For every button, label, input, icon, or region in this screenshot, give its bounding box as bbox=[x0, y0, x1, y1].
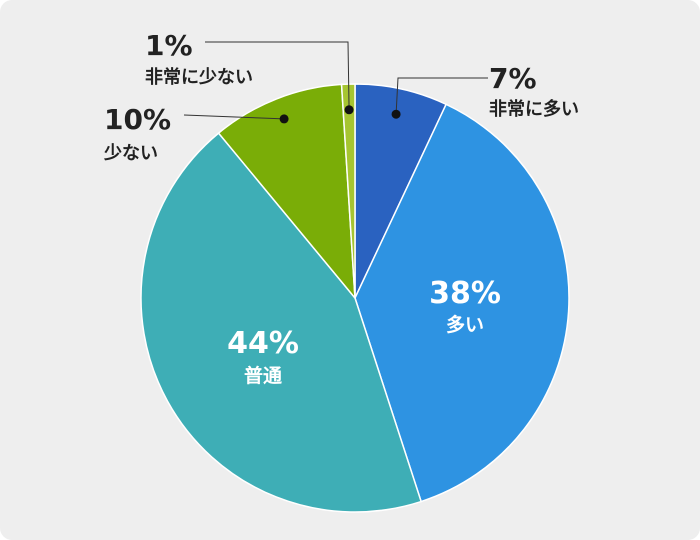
very-few-leader-line bbox=[205, 41, 350, 110]
slice-label-category-many: 多い bbox=[446, 313, 484, 336]
slice-label-category-very-many: 非常に多い bbox=[489, 98, 579, 120]
slice-label-category-normal: 普通 bbox=[244, 364, 283, 387]
slice-label-value-normal: 44% bbox=[227, 326, 299, 361]
very-many-leader-line bbox=[395, 77, 488, 115]
slice-label-value-very-few: 1% bbox=[145, 29, 193, 62]
pie-slice-normal bbox=[140, 132, 423, 513]
very-many-leader-dot bbox=[391, 109, 401, 119]
slice-label-category-very-few: 非常に少ない bbox=[145, 66, 253, 88]
slice-label-category-few: 少ない bbox=[103, 143, 158, 164]
pie-slice-few bbox=[217, 83, 356, 301]
slice-label-value-many: 38% bbox=[429, 276, 501, 311]
few-leader-line bbox=[183, 114, 285, 120]
very-few-leader-dot bbox=[344, 105, 354, 115]
few-leader-dot bbox=[279, 114, 289, 124]
pie-slice-many bbox=[354, 103, 570, 503]
slice-label-value-very-many: 7% bbox=[489, 62, 537, 95]
slice-label-value-few: 10% bbox=[104, 103, 171, 136]
